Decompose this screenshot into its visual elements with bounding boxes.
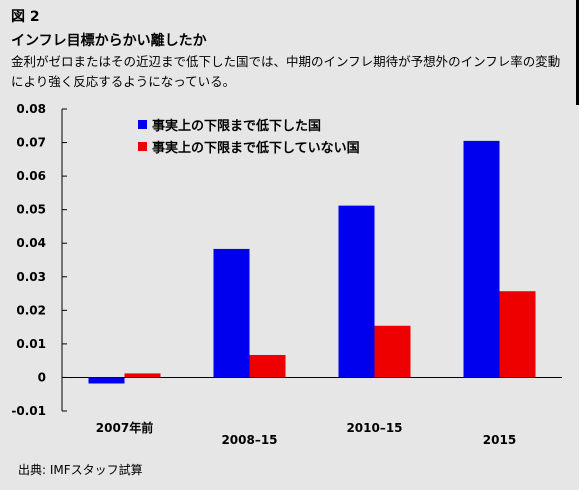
right-edge-rule	[576, 0, 579, 105]
bar-series-1-0	[88, 377, 125, 384]
legend: 事実上の下限まで低下した国 事実上の下限まで低下していない国	[138, 118, 360, 156]
figure-label: 図 2	[11, 9, 40, 25]
x-tick-label: 2007年前	[96, 420, 153, 435]
bar-series-1-3	[463, 140, 500, 378]
axis-layer: 0.08 0.07 0.06 0.05 0.04 0.03 0.02 0.01 0 -0.01 20…	[11, 102, 562, 447]
y-tick-label: 0.05	[16, 203, 46, 217]
bar-series-2-2	[374, 325, 411, 378]
bar-series-2-3	[499, 291, 536, 378]
legend-label-series-1: 事実上の下限まで低下した国	[152, 118, 321, 134]
figure-subtitle: 金利がゼロまたはその近辺まで低下した国では、中期のインフレ期待が予想外のインフレ…	[11, 54, 561, 89]
legend-label-series-2: 事実上の下限まで低下していない国	[152, 140, 360, 156]
x-tick-label: 2010–15	[346, 421, 402, 435]
y-tick-label: 0.02	[16, 303, 46, 317]
y-tick-label: 0.03	[16, 270, 46, 284]
y-tick-label: 0.01	[16, 337, 46, 351]
y-tick-label: 0.06	[16, 169, 46, 183]
legend-swatch-series-1	[138, 120, 147, 129]
legend-swatch-series-2	[138, 142, 147, 151]
y-tick-label: 0.08	[16, 102, 46, 116]
x-tick-label: 2015	[483, 433, 516, 447]
bar-series-1-1	[213, 248, 250, 378]
y-tick-label: 0.04	[16, 236, 46, 250]
y-tick-label: -0.01	[11, 404, 46, 418]
bar-series-2-0	[124, 373, 161, 378]
source-note: 出典: IMFスタッフ試算	[18, 463, 143, 477]
figure-title: インフレ目標からかい離したか	[11, 33, 207, 49]
bar-series-2-1	[249, 354, 286, 378]
bar-series-1-2	[338, 205, 375, 378]
bars-layer	[88, 140, 536, 384]
x-tick-label: 2008–15	[221, 433, 277, 447]
y-tick-label: 0.07	[16, 136, 46, 150]
y-tick-label: 0	[38, 370, 46, 384]
